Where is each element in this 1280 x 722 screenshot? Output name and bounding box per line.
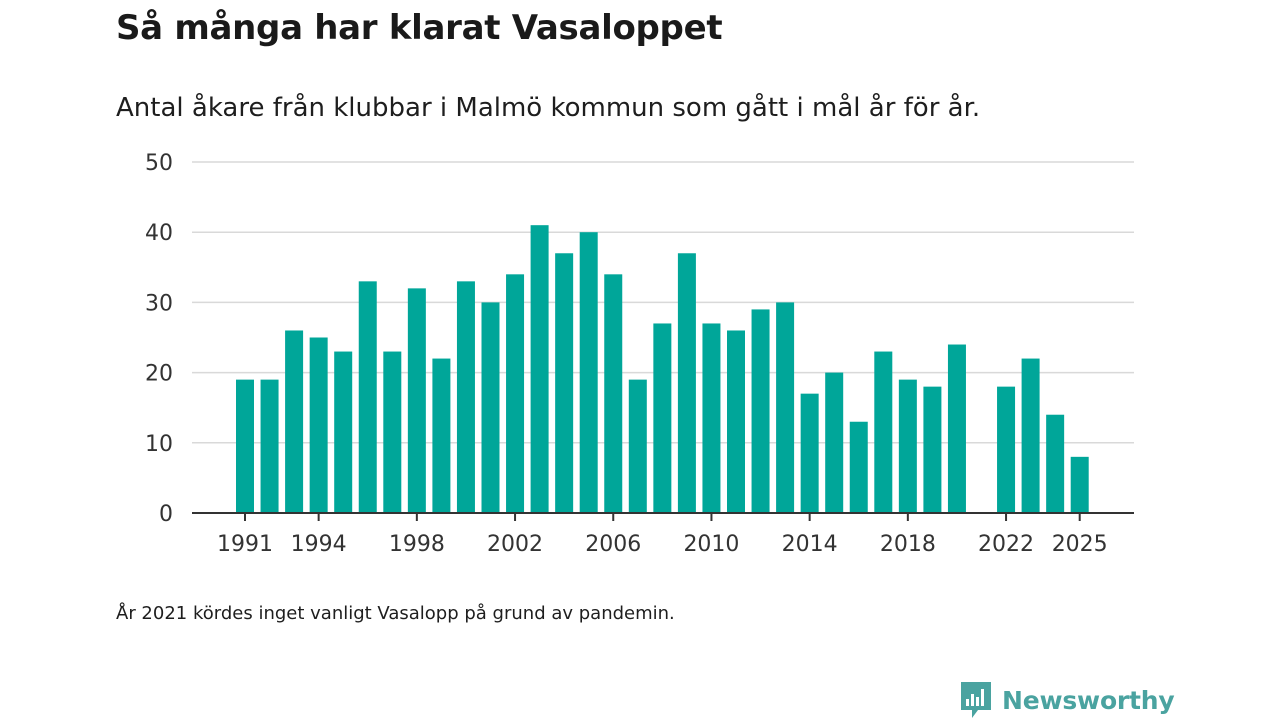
bar-2014 — [800, 393, 819, 513]
bar-2007 — [628, 379, 647, 513]
bar-2009 — [677, 253, 696, 513]
x-tick-label-2014: 2014 — [782, 532, 838, 557]
bar-2008 — [653, 323, 672, 513]
x-tick-label-2018: 2018 — [880, 532, 936, 557]
bar-2019 — [923, 386, 942, 513]
bar-1992 — [260, 379, 279, 513]
bar-2020 — [947, 344, 966, 513]
x-tick-label-2022: 2022 — [978, 532, 1034, 557]
y-tick-label-0: 0 — [159, 502, 173, 527]
bar-chart: 0 10 20 30 40 50 1991 1994 1998 2002 2006 2010 2014 2… — [145, 151, 1134, 557]
bar-2016 — [849, 421, 868, 513]
bar-1991 — [236, 379, 254, 513]
bar-2004 — [555, 253, 574, 513]
chart-title: Så många har klarat Vasaloppet — [116, 8, 723, 48]
bar-1994 — [309, 337, 328, 513]
newsworthy-logo-text: Newsworthy — [1002, 685, 1175, 715]
bar-2006 — [604, 274, 623, 513]
footnote: År 2021 kördes inget vanligt Vasalopp på… — [116, 603, 675, 624]
newsworthy-logo-icon — [961, 682, 991, 718]
x-tick-label-2006: 2006 — [585, 532, 641, 557]
bar-2025 — [1070, 456, 1089, 513]
y-tick-label-50: 50 — [145, 151, 173, 176]
bar-2012 — [751, 309, 770, 513]
bar-1995 — [334, 351, 353, 513]
bar-1999 — [432, 358, 451, 513]
y-tick-label-10: 10 — [145, 432, 173, 457]
bar-2001 — [481, 302, 500, 513]
bar-1998 — [407, 288, 426, 513]
bar-2023 — [1021, 358, 1040, 513]
bar-1997 — [383, 351, 402, 513]
y-tick-label-30: 30 — [145, 291, 173, 316]
bar-2005 — [579, 232, 598, 513]
bar-2024 — [1046, 414, 1065, 513]
chart-subtitle: Antal åkare från klubbar i Malmö kommun … — [116, 93, 981, 123]
x-tick-label-1998: 1998 — [389, 532, 445, 557]
x-tick-label-2002: 2002 — [487, 532, 543, 557]
bar-2017 — [874, 351, 893, 513]
y-tick-label-20: 20 — [145, 362, 173, 387]
bar-1996 — [358, 281, 377, 513]
bar-2013 — [776, 302, 795, 513]
y-tick-label-40: 40 — [145, 221, 173, 246]
bar-2000 — [456, 281, 475, 513]
bar-2022 — [997, 386, 1016, 513]
bar-2003 — [530, 225, 549, 513]
x-tick-label-1994: 1994 — [291, 532, 347, 557]
bar-2018 — [898, 379, 917, 513]
x-tick-label-1991: 1991 — [217, 532, 273, 557]
x-tick-label-2010: 2010 — [683, 532, 739, 557]
bar-2010 — [702, 323, 721, 513]
bar-2015 — [825, 372, 844, 513]
bar-1993 — [285, 330, 304, 513]
newsworthy-logo: Newsworthy — [958, 678, 1175, 722]
bar-2002 — [506, 274, 525, 513]
bar-2011 — [727, 330, 745, 513]
x-tick-label-2025: 2025 — [1052, 532, 1108, 557]
